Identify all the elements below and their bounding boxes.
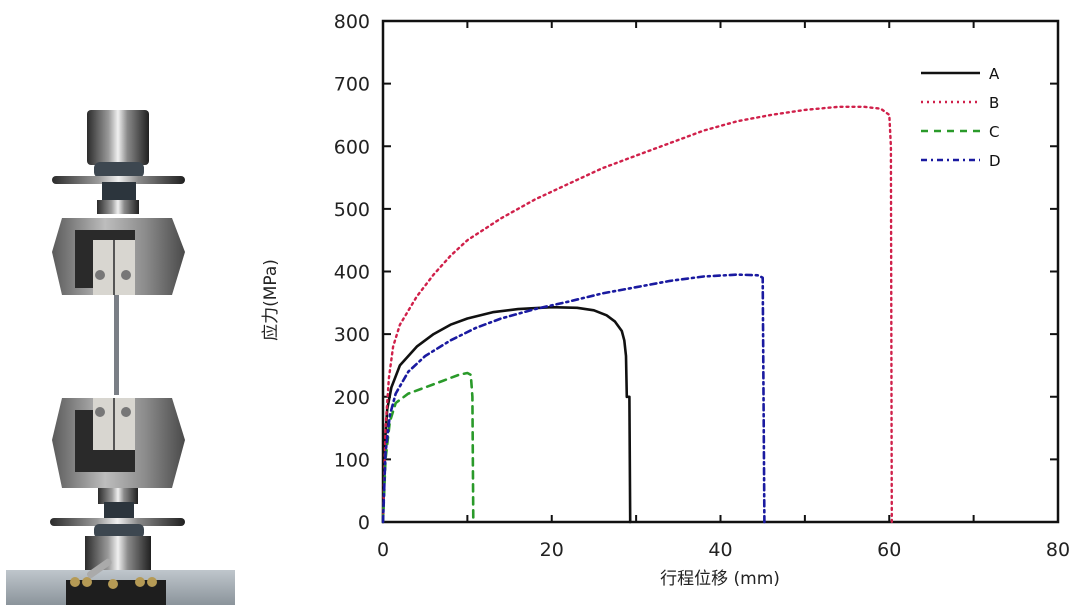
y-tick-label: 700 [334, 74, 370, 96]
legend-label-c: C [989, 123, 999, 141]
tensile-machine-image [6, 110, 235, 605]
specimen [114, 295, 119, 395]
upper-wedge-grip [52, 218, 185, 295]
x-tick-label: 0 [377, 539, 389, 561]
upper-crosshead-cylinder [87, 110, 149, 178]
x-tick-label: 80 [1046, 539, 1070, 561]
lower-tommy-bar [50, 518, 185, 526]
y-tick-label: 300 [334, 324, 370, 346]
x-axis: 0 20 40 60 80 [377, 21, 1070, 561]
y-tick-label: 400 [334, 262, 370, 284]
series-layer [381, 105, 893, 524]
y-tick-label: 800 [334, 11, 370, 33]
y-axis: 0 100 200 300 400 500 600 700 800 [334, 11, 1058, 534]
plot-frame [381, 19, 1060, 524]
series-d-line [381, 273, 766, 524]
x-tick-label: 20 [540, 539, 564, 561]
x-axis-title: 行程位移 (mm) [660, 569, 780, 589]
y-tick-label: 600 [334, 136, 370, 158]
lower-wedge-grip [52, 398, 185, 488]
stress-displacement-chart: 0 100 200 300 400 500 600 700 800 0 20 40 60 80 ABCD… [261, 11, 1070, 589]
x-tick-label: 40 [708, 539, 732, 561]
y-tick-label: 100 [334, 449, 370, 471]
upper-tommy-bar [52, 176, 185, 184]
legend-label-b: B [989, 94, 999, 112]
series-c-line [381, 371, 475, 524]
legend-label-d: D [989, 152, 1001, 170]
legend-label-a: A [989, 65, 1000, 83]
series-b-line [381, 105, 893, 524]
y-tick-label: 0 [358, 512, 370, 534]
y-tick-label: 200 [334, 387, 370, 409]
load-cell-base [6, 536, 235, 605]
series-a-line [381, 305, 632, 524]
y-axis-title: 应力(MPa) [261, 259, 281, 341]
y-tick-label: 500 [334, 199, 370, 221]
x-tick-label: 60 [877, 539, 901, 561]
